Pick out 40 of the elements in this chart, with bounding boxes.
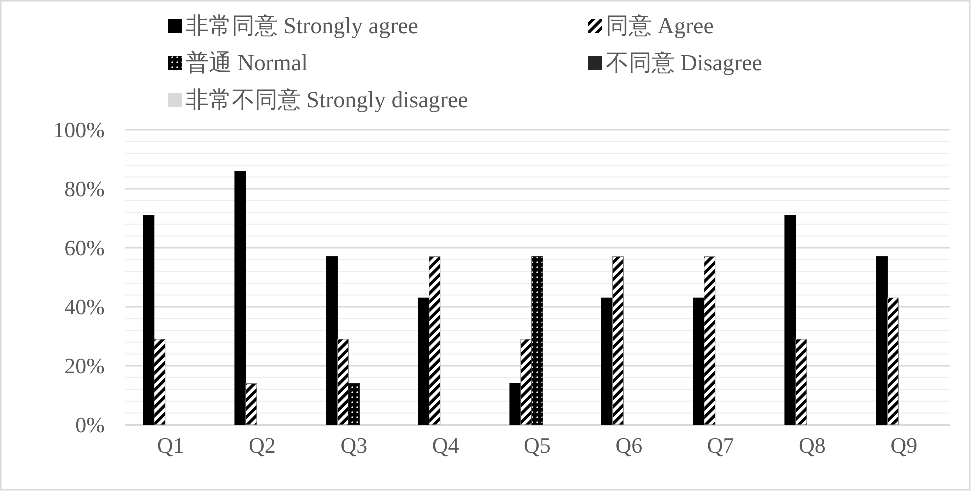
bar — [326, 256, 338, 426]
y-tick-label: 20% — [64, 354, 105, 378]
bar — [887, 298, 899, 426]
x-tick-label: Q6 — [616, 433, 643, 458]
bar — [418, 298, 430, 426]
y-tick-label: 40% — [64, 294, 105, 320]
x-tick-label: Q8 — [799, 433, 826, 458]
legend-label: 不同意 Disagree — [606, 50, 762, 76]
bar — [784, 215, 796, 426]
x-tick-label: Q1 — [157, 433, 184, 458]
bar — [348, 383, 360, 426]
bar — [704, 256, 716, 426]
y-tick-label: 100% — [54, 118, 105, 142]
bar — [246, 383, 258, 426]
x-tick-label: Q2 — [249, 433, 276, 458]
y-tick-label: 60% — [64, 236, 105, 260]
x-tick-label: Q5 — [524, 433, 551, 458]
x-tick-label: Q9 — [890, 433, 918, 458]
legend-label: 非常同意 Strongly agree — [186, 14, 419, 38]
bar — [429, 256, 441, 426]
bar — [612, 256, 624, 426]
x-tick-label: Q7 — [707, 433, 734, 458]
y-tick-label: 0% — [76, 412, 105, 438]
bar — [796, 339, 808, 426]
bar — [876, 256, 888, 426]
bar — [510, 383, 522, 426]
bar — [234, 171, 246, 426]
legend-label: 普通 Normal — [186, 50, 308, 76]
legend-label: 同意 Agree — [606, 14, 714, 38]
bar — [532, 256, 544, 426]
bar — [693, 298, 705, 426]
x-tick-label: Q3 — [340, 433, 368, 458]
x-tick-label: Q4 — [432, 433, 460, 458]
bar — [143, 215, 155, 426]
bar — [601, 298, 613, 426]
bar — [154, 339, 166, 426]
legend-label: 非常不同意 Strongly disagree — [186, 88, 468, 112]
bar — [337, 339, 349, 426]
y-tick-label: 80% — [64, 176, 105, 202]
bar — [520, 339, 532, 426]
